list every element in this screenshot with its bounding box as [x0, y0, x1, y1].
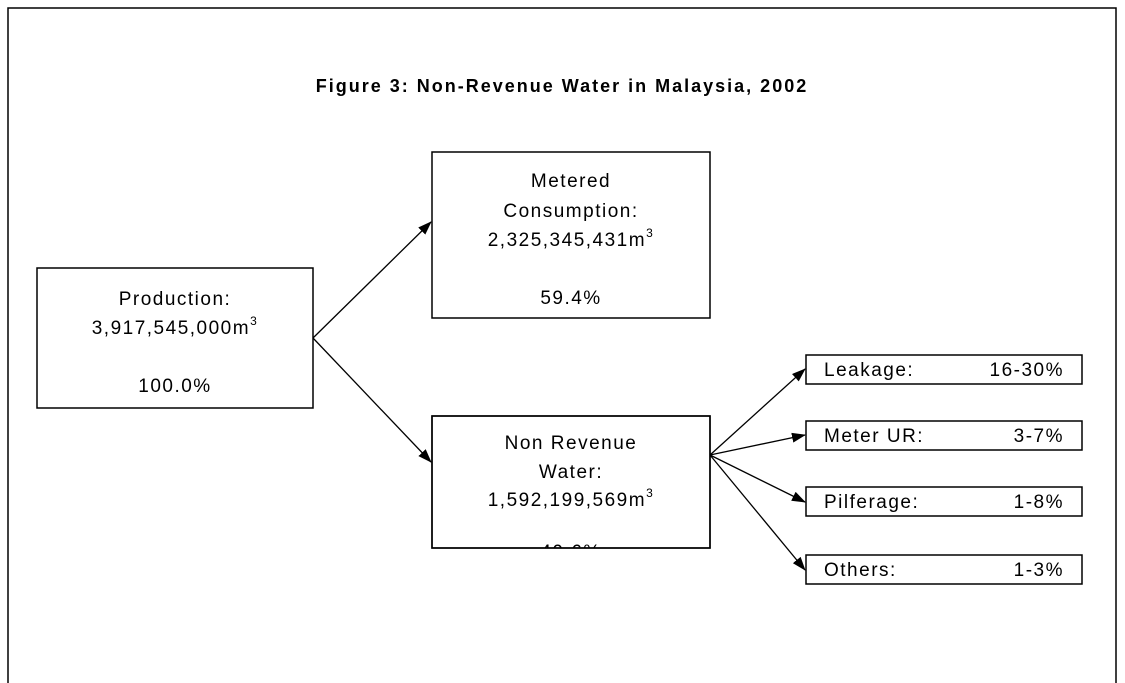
node-label: Production:	[119, 289, 232, 310]
component-label: Others:	[824, 560, 897, 581]
exponent: 3	[646, 226, 654, 240]
component-range: 3-7%	[1014, 426, 1064, 447]
node-label: Metered	[531, 171, 611, 192]
amount: 3,917,545,000m	[92, 318, 250, 339]
component-box	[805, 486, 1083, 517]
arrow	[709, 368, 806, 456]
amount: 1,592,199,569m	[488, 490, 646, 511]
component-box	[805, 354, 1083, 385]
title: Figure 3: Non-Revenue Water in Malaysia,…	[316, 76, 808, 96]
component-label: Pilferage:	[824, 492, 919, 513]
exponent: 3	[646, 486, 654, 500]
exponent: 3	[250, 314, 258, 328]
frame	[7, 7, 1117, 683]
arrow	[312, 221, 432, 339]
arrow	[312, 337, 432, 463]
component-range: 1-8%	[1014, 492, 1064, 513]
node-box	[431, 151, 711, 319]
component-box	[805, 420, 1083, 451]
node-label: Consumption:	[503, 201, 638, 222]
arrow	[709, 454, 806, 503]
node-amount: 2,325,345,431m3	[488, 226, 655, 251]
node-amount: 3,917,545,000m3	[92, 314, 259, 339]
component-range: 1-3%	[1014, 560, 1064, 581]
amount: 2,325,345,431m	[488, 230, 646, 251]
arrow	[709, 454, 806, 571]
node-share: 100.0%	[138, 376, 211, 397]
node-share: 40.6%	[540, 542, 601, 563]
node-text: Non Revenue Water: 1,592,199,569m3 40.6%	[488, 433, 655, 563]
component-label: Meter UR:	[824, 426, 924, 447]
node-border	[431, 415, 711, 549]
component-range: 16-30%	[990, 360, 1065, 381]
node-label: Water:	[539, 462, 603, 483]
node-label: Non Revenue	[505, 433, 638, 454]
node-box	[36, 267, 314, 409]
arrow	[709, 432, 806, 456]
component-box	[805, 554, 1083, 585]
node-share: 59.4%	[540, 288, 601, 309]
component-label: Leakage:	[824, 360, 914, 381]
node-amount: 1,592,199,569m3	[488, 486, 655, 511]
